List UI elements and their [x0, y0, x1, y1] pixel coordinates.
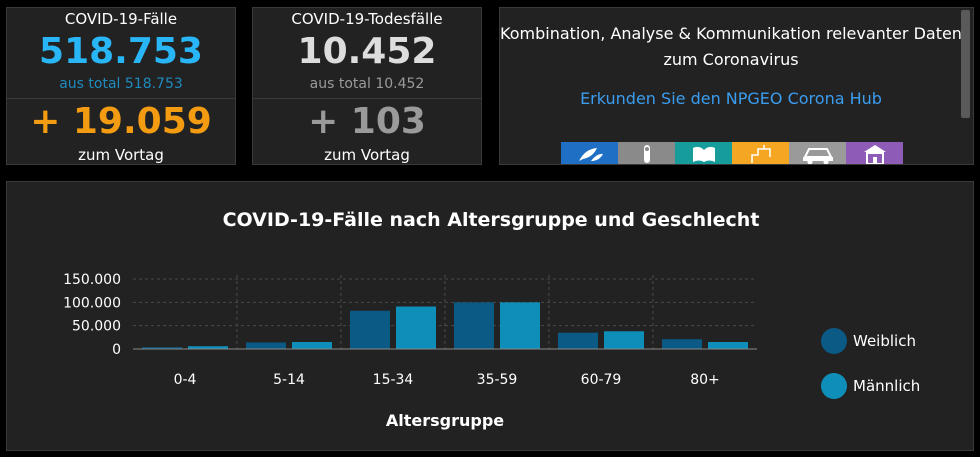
bar-weiblich[interactable] — [454, 302, 494, 349]
x-tick-label: 15-34 — [373, 372, 414, 388]
region-icon[interactable] — [732, 142, 789, 164]
legend-swatch — [821, 328, 847, 354]
divider — [7, 98, 235, 99]
leaf-icon[interactable] — [561, 142, 618, 164]
bar-weiblich[interactable] — [558, 332, 598, 349]
chart-card: COVID-19-Fälle nach Altersgruppe und Ges… — [6, 181, 974, 451]
pin-icon[interactable] — [618, 142, 675, 164]
y-tick-label: 150.000 — [63, 272, 121, 288]
bar-weiblich[interactable] — [662, 339, 702, 349]
legend-label: Weiblich — [853, 332, 916, 350]
deaths-card: COVID-19-Todesfälle 10.452 aus total 10.… — [252, 7, 482, 165]
x-tick-label: 0-4 — [174, 372, 197, 388]
legend-item-maennlich[interactable]: Männlich — [821, 373, 920, 399]
cases-title: COVID-19-Fälle — [64, 10, 178, 28]
chart-title: COVID-19-Fälle nach Altersgruppe und Ges… — [222, 209, 760, 231]
bar-chart: 0 50.000 100.000 150.000 0-4 5-14 15-34 35-59 6… — [63, 272, 757, 430]
legend-swatch — [821, 373, 847, 399]
building-icon[interactable] — [846, 142, 903, 164]
bar-männlich[interactable] — [500, 302, 540, 349]
scrollbar[interactable] — [961, 10, 970, 118]
bar-männlich[interactable] — [604, 331, 644, 349]
bar-männlich[interactable] — [396, 306, 436, 349]
bar-weiblich[interactable] — [350, 310, 390, 349]
hub-link[interactable]: Erkunden Sie den NPGEO Corona Hub — [580, 89, 882, 108]
legend-label: Männlich — [853, 377, 921, 395]
deaths-total: aus total 10.452 — [309, 76, 425, 92]
cases-value: 518.753 — [39, 31, 203, 72]
divider — [253, 98, 481, 99]
bar-männlich[interactable] — [188, 346, 228, 349]
bar-männlich[interactable] — [708, 342, 748, 349]
bar-weiblich[interactable] — [246, 342, 286, 349]
bar-männlich[interactable] — [292, 342, 332, 349]
bar-weiblich[interactable] — [142, 347, 182, 349]
x-tick-label: 80+ — [690, 372, 720, 388]
cases-delta: + 19.059 — [30, 101, 212, 142]
y-tick-label: 100.000 — [63, 295, 121, 311]
car-icon[interactable] — [789, 142, 846, 164]
x-tick-label: 5-14 — [273, 372, 305, 388]
deaths-delta-label: zum Vortag — [324, 146, 410, 164]
y-tick-label: 0 — [112, 342, 121, 358]
hub-tiles — [561, 142, 903, 164]
legend-item-weiblich[interactable]: Weiblich — [821, 328, 916, 354]
deaths-value: 10.452 — [297, 31, 437, 72]
x-tick-label: 60-79 — [581, 372, 622, 388]
x-axis-label: Altersgruppe — [386, 411, 504, 430]
y-tick-label: 50.000 — [72, 319, 121, 335]
map-icon[interactable] — [675, 142, 732, 164]
deaths-delta: + 103 — [308, 101, 426, 142]
deaths-title: COVID-19-Todesfälle — [291, 10, 443, 28]
cases-delta-label: zum Vortag — [78, 146, 164, 164]
cases-card: COVID-19-Fälle 518.753 aus total 518.753… — [6, 7, 236, 165]
hub-description: Kombination, Analyse & Kommunikation rel… — [500, 24, 962, 69]
hub-card: Kombination, Analyse & Kommunikation rel… — [499, 7, 974, 165]
x-tick-label: 35-59 — [477, 372, 518, 388]
cases-total: aus total 518.753 — [59, 76, 183, 92]
